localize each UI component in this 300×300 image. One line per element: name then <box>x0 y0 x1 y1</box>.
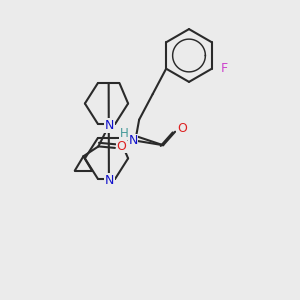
Text: N: N <box>128 134 138 147</box>
Text: H: H <box>120 127 128 140</box>
Text: N: N <box>105 119 114 132</box>
Text: N: N <box>105 174 114 187</box>
Text: O: O <box>117 140 126 153</box>
Text: O: O <box>177 122 187 135</box>
Text: F: F <box>220 62 227 75</box>
